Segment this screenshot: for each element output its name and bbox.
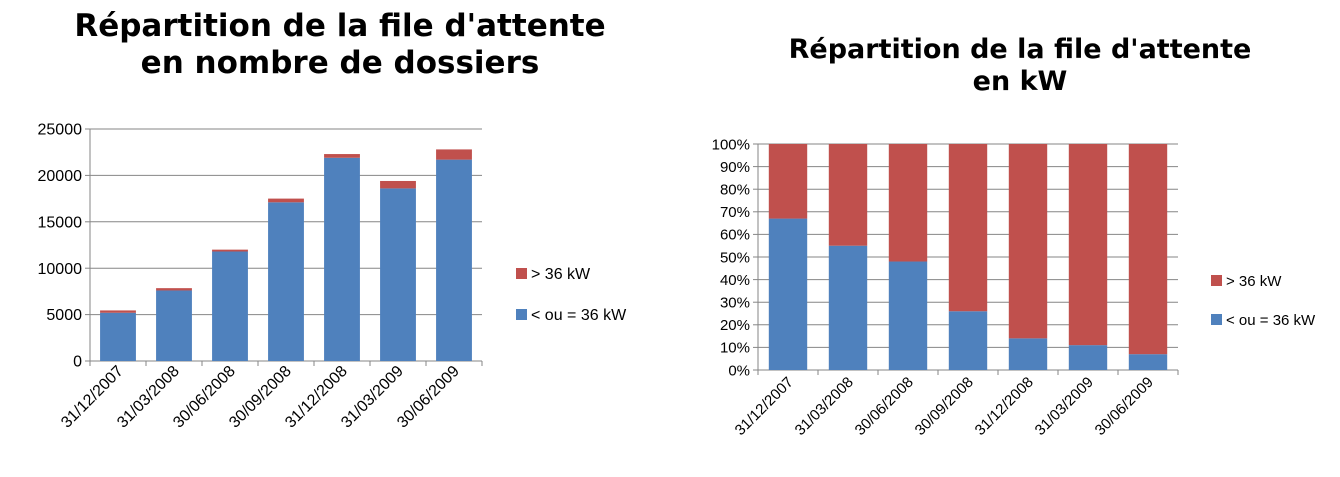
bar-segment [1068,345,1108,370]
chart-title-line: Répartition de la file d'attente [788,34,1252,65]
y-tick-label: 10% [720,340,750,357]
y-tick-label: 40% [720,272,750,289]
x-tick-label: 31/03/2008 [792,374,857,439]
chart-title-line: Répartition de la file d'attente [74,8,606,44]
bar-segment [948,311,988,370]
bar-segment [324,154,360,158]
legend-label: < ou = 36 kW [531,307,627,324]
y-tick-label: 25000 [38,122,83,139]
bar-segment [380,188,416,361]
bar-segment [268,198,304,203]
bar-segment [100,310,136,313]
x-tick-label: 31/03/2009 [1032,374,1097,439]
x-tick-label: 30/06/2009 [1092,374,1157,439]
bar-segment [768,144,808,219]
chart-1: 050001000015000200002500031/12/200731/03… [38,122,628,432]
y-tick-label: 60% [720,227,750,244]
bar-segment [156,288,192,291]
chart-title-line: en kW [972,66,1068,98]
y-tick-label: 80% [720,181,750,198]
chart-title-dossiers: Répartition de la file d'attente en nomb… [40,8,640,82]
y-tick-label: 15000 [38,214,83,231]
bar-segment [100,312,136,361]
y-tick-label: 10000 [38,261,83,278]
y-tick-label: 20000 [38,168,83,185]
bar-segment [324,157,360,361]
bar-segment [1008,144,1048,339]
bar-segment [436,149,472,160]
bar-segment [828,245,868,370]
y-tick-label: 5000 [46,307,82,324]
chart-title-kw: Répartition de la file d'attente en kW [740,34,1300,99]
y-tick-label: 0% [728,362,750,379]
x-tick-label: 31/12/2008 [972,374,1037,439]
bar-segment [888,261,928,370]
bar-segment [1128,354,1168,370]
bar-segment [828,144,868,246]
legend-swatch [1211,275,1222,286]
bar-segment [156,290,192,361]
bar-segment [436,159,472,361]
y-tick-label: 100% [712,136,750,153]
legend-swatch [1211,314,1222,325]
legend-swatch [516,268,527,279]
y-tick-label: 0 [73,354,82,371]
bar-segment [1128,144,1168,355]
x-tick-label: 30/09/2008 [912,374,977,439]
bar-segment [1008,338,1048,370]
bar-segment [768,218,808,370]
bar-segment [380,180,416,189]
chart-2: 0% 10% 20% 30% 40% 50% 60% 70% 80% 90% 100% 31/12/2… [712,136,1316,439]
x-tick-label: 31/12/2007 [732,374,797,439]
y-tick-label: 70% [720,204,750,221]
y-tick-label: 50% [720,249,750,266]
bar-segment [888,144,928,262]
y-tick-label: 30% [720,294,750,311]
y-tick-label: 90% [720,159,750,176]
chart-title-line: en nombre de dossiers [140,45,540,82]
legend-swatch [516,309,527,320]
y-tick-label: 20% [720,317,750,334]
bar-segment [212,251,248,361]
legend-label: > 36 kW [1226,273,1282,290]
legend-label: < ou = 36 kW [1226,312,1316,329]
bar-segment [212,249,248,252]
x-tick-label: 30/06/2008 [852,374,917,439]
legend-label: > 36 kW [531,266,591,283]
bar-segment [948,144,988,312]
bar-segment [1068,144,1108,346]
bar-segment [268,202,304,361]
